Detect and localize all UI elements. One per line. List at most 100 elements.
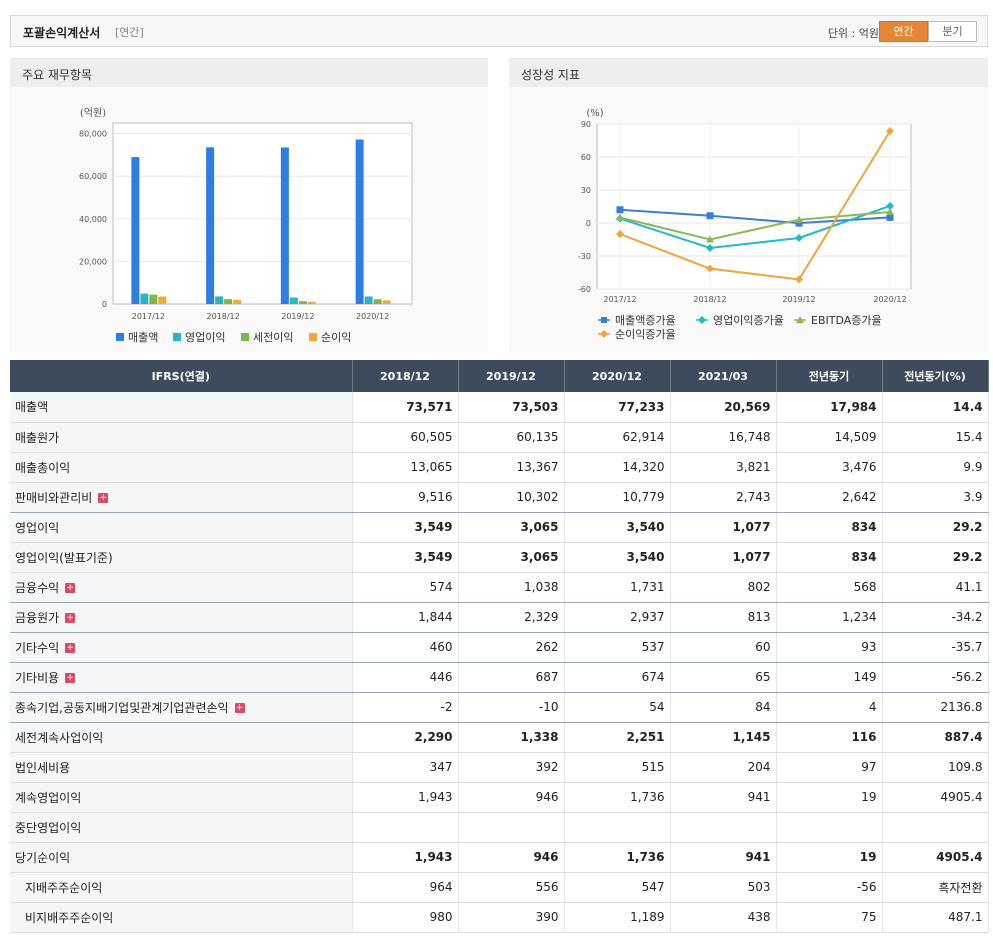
table-row: 매출액 73,571 73,503 77,233 20,569 17,984 14.4 — [10, 392, 989, 423]
series-line — [619, 130, 891, 281]
row-label-text: 영업이익(발표기준) — [15, 550, 113, 565]
row-label: 지배주주순이익 — [10, 872, 353, 903]
table-cell: 4 — [776, 692, 883, 723]
table-cell: 568 — [776, 572, 883, 603]
row-label-text: 판매비와관리비 — [15, 490, 93, 505]
table-cell: 10,779 — [564, 482, 671, 513]
table-cell: 4905.4 — [882, 782, 989, 813]
legend-label: 매출액 — [128, 331, 158, 344]
row-label: 중단영업이익 — [10, 812, 353, 843]
row-label: 금융수익 + — [10, 572, 353, 603]
row-label: 영업이익 — [10, 512, 353, 543]
table-cell: 13,065 — [352, 452, 459, 483]
row-label-text: 금융원가 — [15, 610, 60, 625]
row-label: 종속기업,공동지배기업및관계기업관련손익 + — [10, 692, 353, 723]
expand-icon[interactable]: + — [65, 643, 76, 653]
y-tick-label: 30 — [581, 186, 591, 195]
row-label-text: 지배주주순이익 — [25, 880, 103, 895]
x-tick-label: 2017/12 — [132, 312, 165, 321]
header-period: 2018/12 — [352, 360, 459, 392]
header-period: 2021/03 — [670, 360, 777, 392]
bar — [298, 301, 307, 304]
bar — [364, 296, 373, 304]
row-label: 법인세비용 — [10, 752, 353, 783]
table-cell: 1,844 — [352, 602, 459, 633]
data-point — [795, 233, 803, 242]
table-cell: 흑자전환 — [882, 872, 989, 903]
expand-icon[interactable]: + — [65, 583, 76, 593]
table-cell: -35.7 — [882, 632, 989, 663]
y-tick-label: -30 — [578, 252, 591, 261]
legend-marker — [601, 317, 607, 323]
y-tick-label: 0 — [102, 300, 107, 309]
table-cell: 97 — [776, 752, 883, 783]
table-cell: 60,135 — [458, 422, 565, 453]
row-label: 판매비와관리비 + — [10, 482, 353, 513]
row-label-text: 비지배주주순이익 — [25, 910, 114, 925]
legend-swatch — [173, 333, 181, 341]
table-cell: 674 — [564, 662, 671, 693]
table-cell: 15.4 — [882, 422, 989, 453]
table-cell: 3,549 — [352, 542, 459, 573]
income-statement-table: IFRS(연결) 2018/12 2019/12 2020/12 2021/03 전년동기… — [10, 360, 989, 933]
expand-icon[interactable]: + — [65, 613, 76, 623]
table-cell: -34.2 — [882, 602, 989, 633]
x-tick-label: 2018/12 — [207, 312, 240, 321]
row-label-text: 계속영업이익 — [15, 790, 82, 805]
quarter-button[interactable]: 분기 — [928, 21, 977, 42]
table-cell: 347 — [352, 752, 459, 783]
table-cell: 802 — [670, 572, 777, 603]
header-period: 2019/12 — [458, 360, 565, 392]
table-cell: 556 — [458, 872, 565, 903]
table-row: 금융수익 +574 1,038 1,731 802 568 41.1 — [10, 572, 989, 603]
table-cell: 503 — [670, 872, 777, 903]
table-cell: 1,077 — [670, 542, 777, 573]
row-label: 계속영업이익 — [10, 782, 353, 813]
table-cell: 964 — [352, 872, 459, 903]
table-cell: 62,914 — [564, 422, 671, 453]
table-cell: 2,290 — [352, 722, 459, 753]
legend-label: 순이익증가율 — [615, 328, 676, 341]
expand-icon[interactable]: + — [65, 673, 76, 683]
table-cell — [564, 812, 671, 843]
header-period: 2020/12 — [564, 360, 671, 392]
x-tick-label: 2020/12 — [356, 312, 389, 321]
table-cell: 65 — [670, 662, 777, 693]
table-cell: -10 — [458, 692, 565, 723]
header-label: IFRS(연결) — [10, 360, 353, 392]
legend-label: 순이익 — [321, 331, 351, 344]
table-cell: 1,731 — [564, 572, 671, 603]
legend-label: 세전이익 — [253, 331, 293, 344]
period-toggle: 연간 분기 — [879, 21, 977, 42]
table-cell: 946 — [458, 842, 565, 873]
series-line — [619, 211, 891, 241]
table-cell: 3,540 — [564, 542, 671, 573]
table-cell: 29.2 — [882, 512, 989, 543]
bar — [206, 147, 215, 304]
table-cell: 2136.8 — [882, 692, 989, 723]
bar-chart: (억원) 80,000 60,000 40,000 20,000 0 2017/12 2018… — [79, 107, 413, 344]
y-tick-label: -60 — [578, 285, 591, 294]
expand-icon[interactable]: + — [234, 703, 245, 713]
annual-button[interactable]: 연간 — [879, 21, 928, 42]
legend-swatch — [116, 333, 124, 341]
row-label: 영업이익(발표기준) — [10, 542, 353, 573]
table-cell: -2 — [352, 692, 459, 723]
legend-label: EBITDA증가율 — [811, 314, 882, 327]
row-label: 비지배주주순이익 — [10, 902, 353, 933]
legend-swatch — [241, 333, 249, 341]
row-label-text: 당기순이익 — [15, 850, 71, 865]
bar — [233, 299, 242, 304]
table-cell: 3.9 — [882, 482, 989, 513]
expand-icon[interactable]: + — [98, 493, 109, 503]
data-point — [886, 213, 894, 221]
row-label: 기타비용 + — [10, 662, 353, 693]
table-cell: 19 — [776, 842, 883, 873]
table-cell: 73,571 — [352, 392, 459, 423]
table-row: 지배주주순이익 964 556 547 503 -56 흑자전환 — [10, 872, 989, 903]
y-tick-label: 20,000 — [79, 257, 107, 266]
table-cell: 77,233 — [564, 392, 671, 423]
table-row: 세전계속사업이익 2,290 1,338 2,251 1,145 116 887.4 — [10, 722, 989, 753]
table-row: 영업이익 3,549 3,065 3,540 1,077 834 29.2 — [10, 512, 989, 543]
y-unit-label: (%) — [586, 108, 603, 119]
